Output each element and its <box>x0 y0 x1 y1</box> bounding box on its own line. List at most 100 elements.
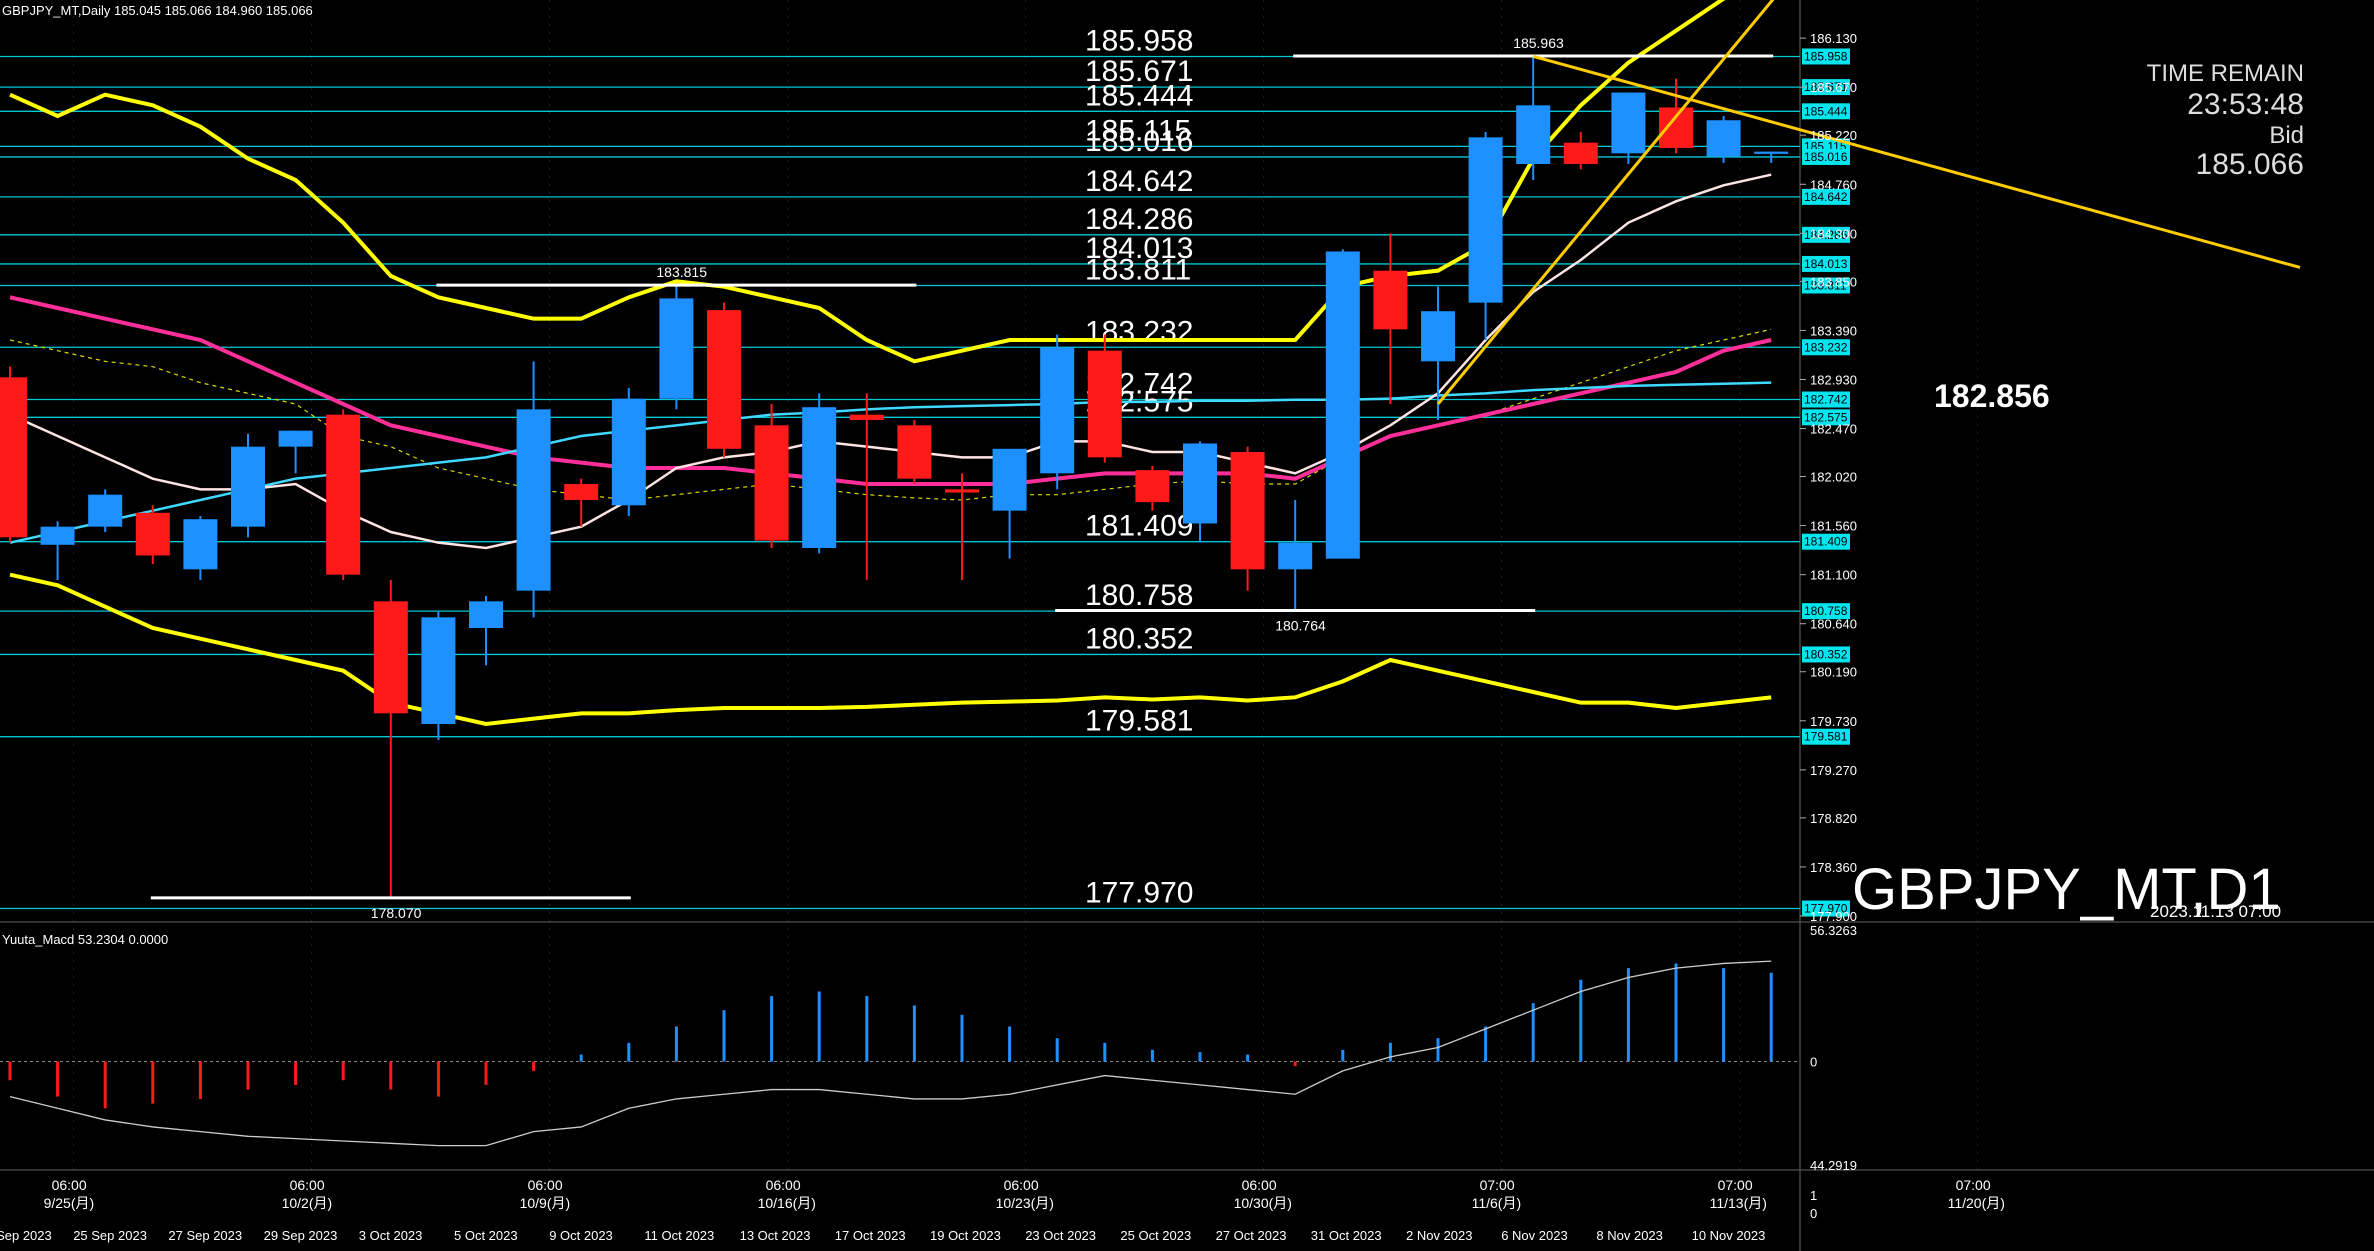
candle <box>183 516 218 580</box>
candle-body <box>469 601 503 628</box>
candle-body <box>849 414 884 420</box>
date-label: 17 Oct 2023 <box>835 1228 906 1243</box>
level-price-tag-text: 183.811 <box>1804 278 1847 292</box>
candle <box>231 433 265 538</box>
date-label: 31 Oct 2023 <box>1311 1228 1382 1243</box>
candle <box>469 596 503 666</box>
y-tick-label: 185.220 <box>1810 128 1857 143</box>
level-label: 181.409 <box>1085 510 1193 543</box>
candle <box>516 361 551 618</box>
date-label: 27 Oct 2023 <box>1216 1228 1287 1243</box>
date-label: 9 Oct 2023 <box>549 1228 613 1243</box>
time-remain-label: TIME REMAIN <box>2146 60 2304 87</box>
time-remain-value: 23:53:48 <box>2187 88 2304 121</box>
candle-body <box>231 446 265 527</box>
time-label-top: 06:00 <box>528 1177 563 1193</box>
level-price-tag <box>1802 533 1850 550</box>
candle-body <box>1087 350 1122 458</box>
candle <box>564 478 599 527</box>
ma-pink <box>9 295 1772 486</box>
level-label: 180.352 <box>1085 622 1193 655</box>
candle <box>1087 334 1122 463</box>
level-price-tag-text: 182.742 <box>1804 393 1848 407</box>
level-price-tag <box>1802 226 1850 243</box>
candle-body <box>1706 120 1741 157</box>
extreme-marker-label: 185.963 <box>1513 35 1564 51</box>
y-tick-label: 179.270 <box>1810 763 1857 778</box>
candle-body <box>1278 542 1313 570</box>
level-price-tag-text: 179.581 <box>1804 730 1848 744</box>
level-price-tag <box>1802 603 1850 620</box>
extreme-marker-label: 180.764 <box>1275 618 1326 634</box>
level-price-tag <box>1802 103 1850 120</box>
macd-panel: 56.3263 0 44.2919 <box>0 923 1857 1173</box>
candle <box>1516 56 1551 180</box>
y-tick-label: 182.020 <box>1810 470 1857 485</box>
time-axis[interactable]: 06:00 9/25(月) 06:00 10/2(月) 06:00 10/9(月) 06:0… <box>0 1177 2005 1243</box>
level-price-tag-text: 180.352 <box>1804 647 1848 661</box>
level-price-tag <box>1802 48 1850 65</box>
candle-body <box>992 448 1027 511</box>
candle-body <box>278 430 313 447</box>
level-label: 185.444 <box>1085 79 1193 112</box>
time-label-bottom: 10/16(月) <box>758 1195 816 1211</box>
time-label-top: 06:00 <box>1004 1177 1039 1193</box>
ma-cyan <box>9 381 1772 544</box>
candle <box>1373 233 1408 404</box>
candle-body <box>183 519 218 570</box>
date-label: 25 Oct 2023 <box>1120 1228 1191 1243</box>
y-tick-label: 185.670 <box>1810 80 1857 95</box>
candle <box>897 420 932 484</box>
candle-body <box>1611 92 1646 154</box>
candle <box>40 521 75 580</box>
date-label: 19 Oct 2023 <box>930 1228 1001 1243</box>
level-price-tag <box>1802 409 1850 426</box>
y-tick-label: 186.130 <box>1810 31 1857 46</box>
level-label: 184.642 <box>1085 165 1193 198</box>
y-tick-label: 184.760 <box>1810 177 1857 192</box>
level-label: 185.016 <box>1085 125 1193 158</box>
level-price-tag <box>1802 148 1850 165</box>
candle-body <box>1754 151 1789 154</box>
y-tick-label: 177.900 <box>1810 909 1857 924</box>
level-price-tag-text: 181.409 <box>1804 535 1848 549</box>
level-price-tag <box>1802 255 1850 272</box>
time-label-bottom: 11/6(月) <box>1472 1195 1522 1211</box>
macd-y-label: 44.2919 <box>1810 1158 1857 1173</box>
y-tick-label: 182.930 <box>1810 372 1857 387</box>
level-label: 185.958 <box>1085 24 1193 57</box>
candle <box>659 284 694 410</box>
candle <box>1468 132 1503 340</box>
big-level-label: 182.856 <box>1934 378 2050 414</box>
candle <box>849 393 884 580</box>
candle-body <box>611 398 646 506</box>
extreme-marker-label: 183.815 <box>656 264 707 280</box>
date-label: 2 Nov 2023 <box>1406 1228 1473 1243</box>
level-price-tag-text: 184.286 <box>1804 228 1848 242</box>
time-label-bottom: 10/23(月) <box>996 1195 1054 1211</box>
level-price-tag-text: 185.671 <box>1804 80 1848 94</box>
price-axis[interactable]: 186.130 185.670 185.220 184.760 184.300 183.8… <box>1800 31 1857 924</box>
candle-body <box>945 489 979 493</box>
time-label-top: 06:00 <box>52 1177 87 1193</box>
y-tick-label: 178.820 <box>1810 811 1857 826</box>
macd-y-label: 0 <box>1810 1055 1817 1070</box>
level-price-tag <box>1802 188 1850 205</box>
time-label-bottom: 11/20(月) <box>1948 1195 2005 1211</box>
ma-white <box>9 173 1772 550</box>
time-label-top: 07:00 <box>1956 1177 1991 1193</box>
candle <box>707 302 741 458</box>
candle-body <box>40 526 75 545</box>
macd-header: Yuuta_Macd 53.2304 0.0000 <box>2 932 169 947</box>
date-label: 3 Oct 2023 <box>359 1228 423 1243</box>
y-tick-label: 183.850 <box>1810 274 1857 289</box>
candle-body <box>1516 105 1551 164</box>
candle <box>326 409 361 580</box>
candle-body <box>1421 311 1455 362</box>
candle <box>1611 92 1646 164</box>
timestamp: 2023.11.13 07:00 <box>2150 902 2282 921</box>
candle <box>278 430 313 474</box>
candle <box>945 473 979 580</box>
date-label: 8 Nov 2023 <box>1596 1228 1663 1243</box>
